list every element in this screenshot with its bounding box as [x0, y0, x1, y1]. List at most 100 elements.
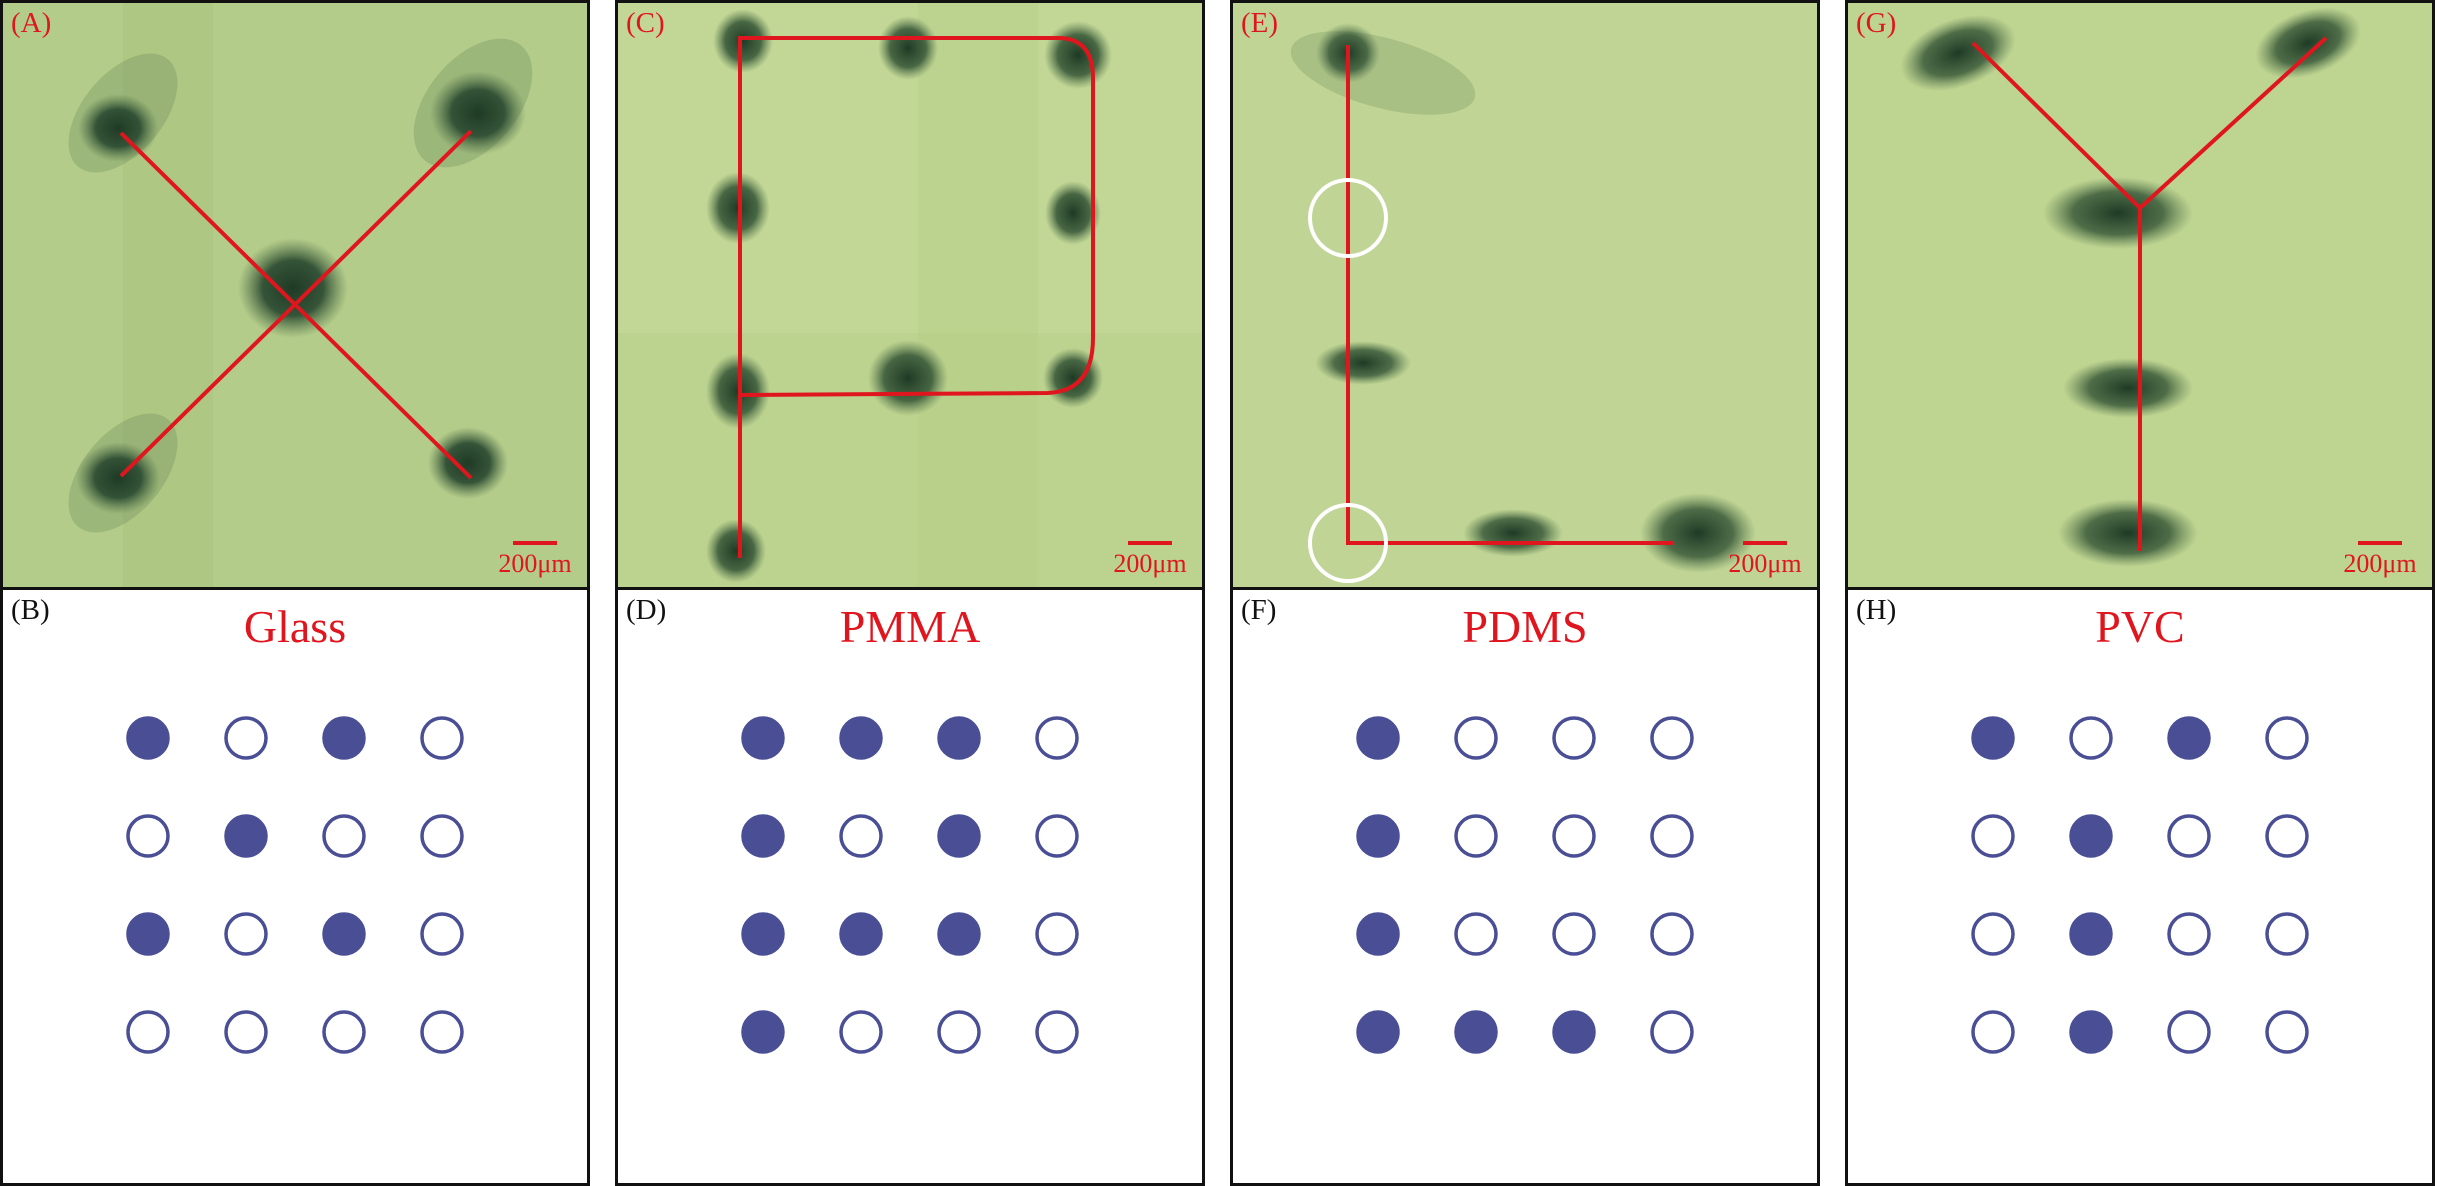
material-title: PVC	[2095, 601, 2185, 652]
empty-dot	[1454, 716, 1498, 760]
empty-dot	[322, 814, 366, 858]
letter-stroke	[1346, 45, 1673, 545]
filled-dot	[741, 1010, 785, 1054]
cell-spot	[1315, 341, 1411, 385]
empty-dot	[1552, 814, 1596, 858]
material-title: Glass	[243, 601, 347, 652]
panel-label: (G)	[1856, 7, 1897, 39]
filled-dot	[1356, 716, 1400, 760]
micrograph-g: (G) 200μm	[1845, 0, 2435, 590]
empty-dot	[2265, 814, 2309, 858]
filled-dot	[937, 912, 981, 956]
empty-dot	[2265, 716, 2309, 760]
letter-stroke	[119, 129, 473, 478]
filled-dot	[2069, 1010, 2113, 1054]
micrograph-e-drawing	[1233, 3, 1817, 587]
cell-spot	[430, 71, 526, 155]
dot-diagram-d: (D) PMMA	[615, 590, 1205, 1186]
empty-dot	[1650, 912, 1694, 956]
cell-spot	[78, 94, 158, 162]
empty-dot	[1035, 814, 1079, 858]
scale-bar-label: 200μm	[1113, 549, 1187, 578]
filled-dot	[1356, 814, 1400, 858]
filled-dot	[741, 912, 785, 956]
dot-diagram-b: (B) Glass	[0, 590, 590, 1186]
cell-spot	[878, 16, 938, 80]
scale-bar-line	[513, 541, 557, 545]
cell-spot	[428, 427, 508, 499]
micrograph-c-drawing	[618, 3, 1202, 587]
cell-spot	[1045, 181, 1101, 245]
empty-dot	[1035, 716, 1079, 760]
dot-diagram-f: (F) PDMS	[1230, 590, 1820, 1186]
dot-grid	[1971, 716, 2309, 1054]
cell-spot	[1044, 21, 1112, 89]
cell-spot	[706, 519, 766, 583]
panel-column-pdms: (E) 200μm (F) PDMS	[1230, 0, 1820, 1186]
dot-grid	[741, 716, 1079, 1054]
empty-site-marker	[1308, 178, 1388, 258]
scale-bar-line	[1743, 541, 1787, 545]
filled-dot	[1552, 1010, 1596, 1054]
dot-grid	[126, 716, 464, 1054]
empty-dot	[2265, 1010, 2309, 1054]
filled-dot	[126, 912, 170, 956]
panel-label: (C)	[626, 7, 665, 39]
empty-dot	[420, 1010, 464, 1054]
empty-dot	[1650, 814, 1694, 858]
empty-dot	[839, 1010, 883, 1054]
filled-dot	[741, 716, 785, 760]
empty-dot	[224, 912, 268, 956]
empty-dot	[1971, 814, 2015, 858]
filled-dot	[741, 814, 785, 858]
cell-spot	[238, 238, 348, 338]
cell-spot	[1043, 348, 1103, 408]
filled-dot	[322, 716, 366, 760]
cell-spot	[1640, 493, 1756, 573]
filled-dot	[937, 716, 981, 760]
dot-grid	[1356, 716, 1694, 1054]
empty-dot	[1035, 1010, 1079, 1054]
material-title: PDMS	[1462, 601, 1588, 652]
filled-dot	[2069, 814, 2113, 858]
scale-bar-label: 200μm	[2343, 549, 2417, 578]
cell-spot	[2058, 499, 2198, 567]
empty-dot	[322, 1010, 366, 1054]
cell-spot	[1463, 509, 1563, 557]
filled-dot	[937, 814, 981, 858]
filled-dot	[322, 912, 366, 956]
empty-dot	[126, 1010, 170, 1054]
scale-bar: 200μm	[1112, 541, 1188, 577]
empty-dot	[126, 814, 170, 858]
panel-label: (H)	[1856, 594, 1897, 626]
cell-spot	[2255, 7, 2361, 79]
scale-bar-label: 200μm	[1728, 549, 1802, 578]
panel-column-pmma: (C) 200μm (D) PMMA	[615, 0, 1205, 1186]
micrograph-a: (A) 200μm	[0, 0, 590, 590]
micrograph-a-drawing	[3, 3, 587, 587]
scale-bar-line	[2358, 541, 2402, 545]
dot-diagram-h: (H) PVC	[1845, 590, 2435, 1186]
empty-dot	[420, 814, 464, 858]
panel-column-pvc: (G) 200μm (H) PVC	[1845, 0, 2435, 1186]
scale-bar: 200μm	[497, 541, 573, 577]
empty-dot	[420, 716, 464, 760]
scale-bar: 200μm	[1727, 541, 1803, 577]
filled-dot	[2167, 716, 2211, 760]
material-title: PMMA	[839, 601, 981, 652]
panel-label: (F)	[1241, 594, 1277, 626]
letter-stroke	[1971, 41, 2142, 210]
empty-dot	[1454, 912, 1498, 956]
empty-dot	[420, 912, 464, 956]
empty-dot	[1454, 814, 1498, 858]
empty-dot	[2265, 912, 2309, 956]
scale-bar-label: 200μm	[498, 549, 572, 578]
filled-dot	[1356, 1010, 1400, 1054]
panel-label: (D)	[626, 594, 667, 626]
filled-dot	[2069, 912, 2113, 956]
empty-dot	[2167, 814, 2211, 858]
cell-spot	[1900, 15, 2016, 91]
panel-label: (E)	[1241, 7, 1279, 39]
empty-dot	[224, 1010, 268, 1054]
empty-dot	[1971, 1010, 2015, 1054]
